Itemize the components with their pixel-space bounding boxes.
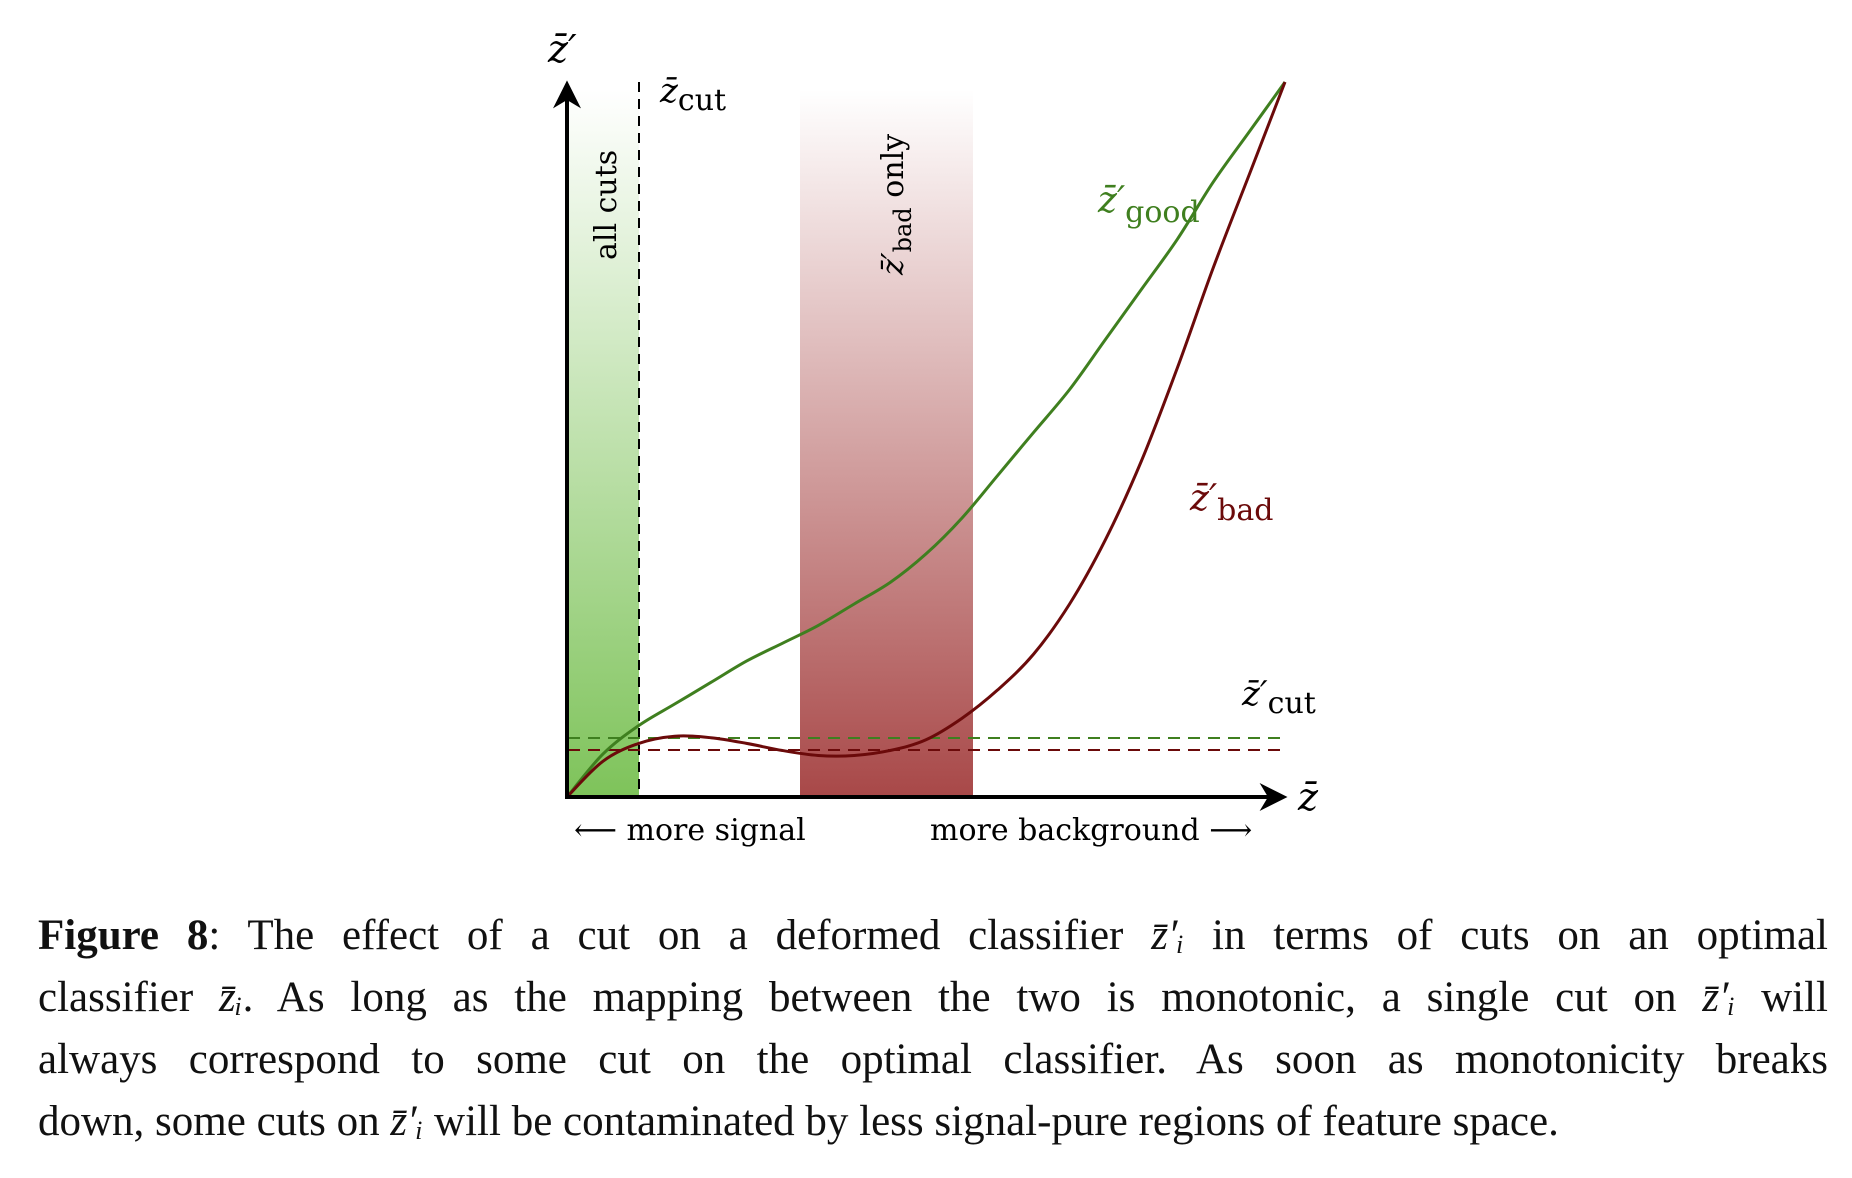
caption-line-3: always correspond to some cut on the opt… <box>38 1029 1828 1091</box>
curve-bad <box>565 81 1287 799</box>
curve-good <box>565 81 1287 798</box>
x-axis-label: z̄ <box>1297 775 1319 819</box>
y-axis-label: z̄′ <box>547 27 577 71</box>
zcut-prime-label: z̄′cut <box>1241 674 1316 721</box>
more-signal-annotation: ⟵ more signal <box>574 813 806 848</box>
caption-text: always correspond to some cut on the opt… <box>38 1036 1828 1083</box>
caption-text: in terms of cuts on an optimal <box>1184 912 1828 959</box>
all-cuts-label: all cuts <box>589 150 624 260</box>
caption-text: down, some cuts on <box>38 1098 391 1145</box>
figure-8-plot: z̄′ z̄ z̄cut z̄′cut all cuts z̄′bad only… <box>547 27 1319 848</box>
bad-only-label: z̄′bad only <box>876 134 917 276</box>
caption-figure-label: Figure 8 <box>38 912 209 959</box>
caption-line-4: down, some cuts on z̄′ᵢ will be contamin… <box>38 1091 1828 1153</box>
all-cuts-band <box>568 90 639 797</box>
curve-good-label: z̄′good <box>1097 180 1200 230</box>
curve-bad-label: z̄′bad <box>1189 478 1273 528</box>
caption-text: classifier <box>38 974 220 1021</box>
caption-text: will <box>1735 974 1828 1021</box>
more-background-annotation: more background ⟶ <box>930 813 1252 848</box>
caption-math: z̄′ᵢ <box>1702 974 1736 1021</box>
caption-math: z̄′ᵢ <box>390 1098 424 1145</box>
caption-line-1: Figure 8: The effect of a cut on a defor… <box>38 905 1828 967</box>
caption-text: . As long as the mapping between the two… <box>242 974 1703 1021</box>
caption-math: z̄′ᵢ <box>1151 912 1185 959</box>
bad-only-band <box>800 90 973 797</box>
caption-text: : The effect of a cut on a deformed clas… <box>208 912 1152 959</box>
caption-text: will be contaminated by less signal-pure… <box>423 1098 1559 1145</box>
caption-math: z̄ᵢ <box>219 974 243 1021</box>
figure-caption: Figure 8: The effect of a cut on a defor… <box>38 905 1828 1153</box>
zcut-label: z̄cut <box>659 71 726 118</box>
caption-line-2: classifier z̄ᵢ. As long as the mapping b… <box>38 967 1828 1029</box>
